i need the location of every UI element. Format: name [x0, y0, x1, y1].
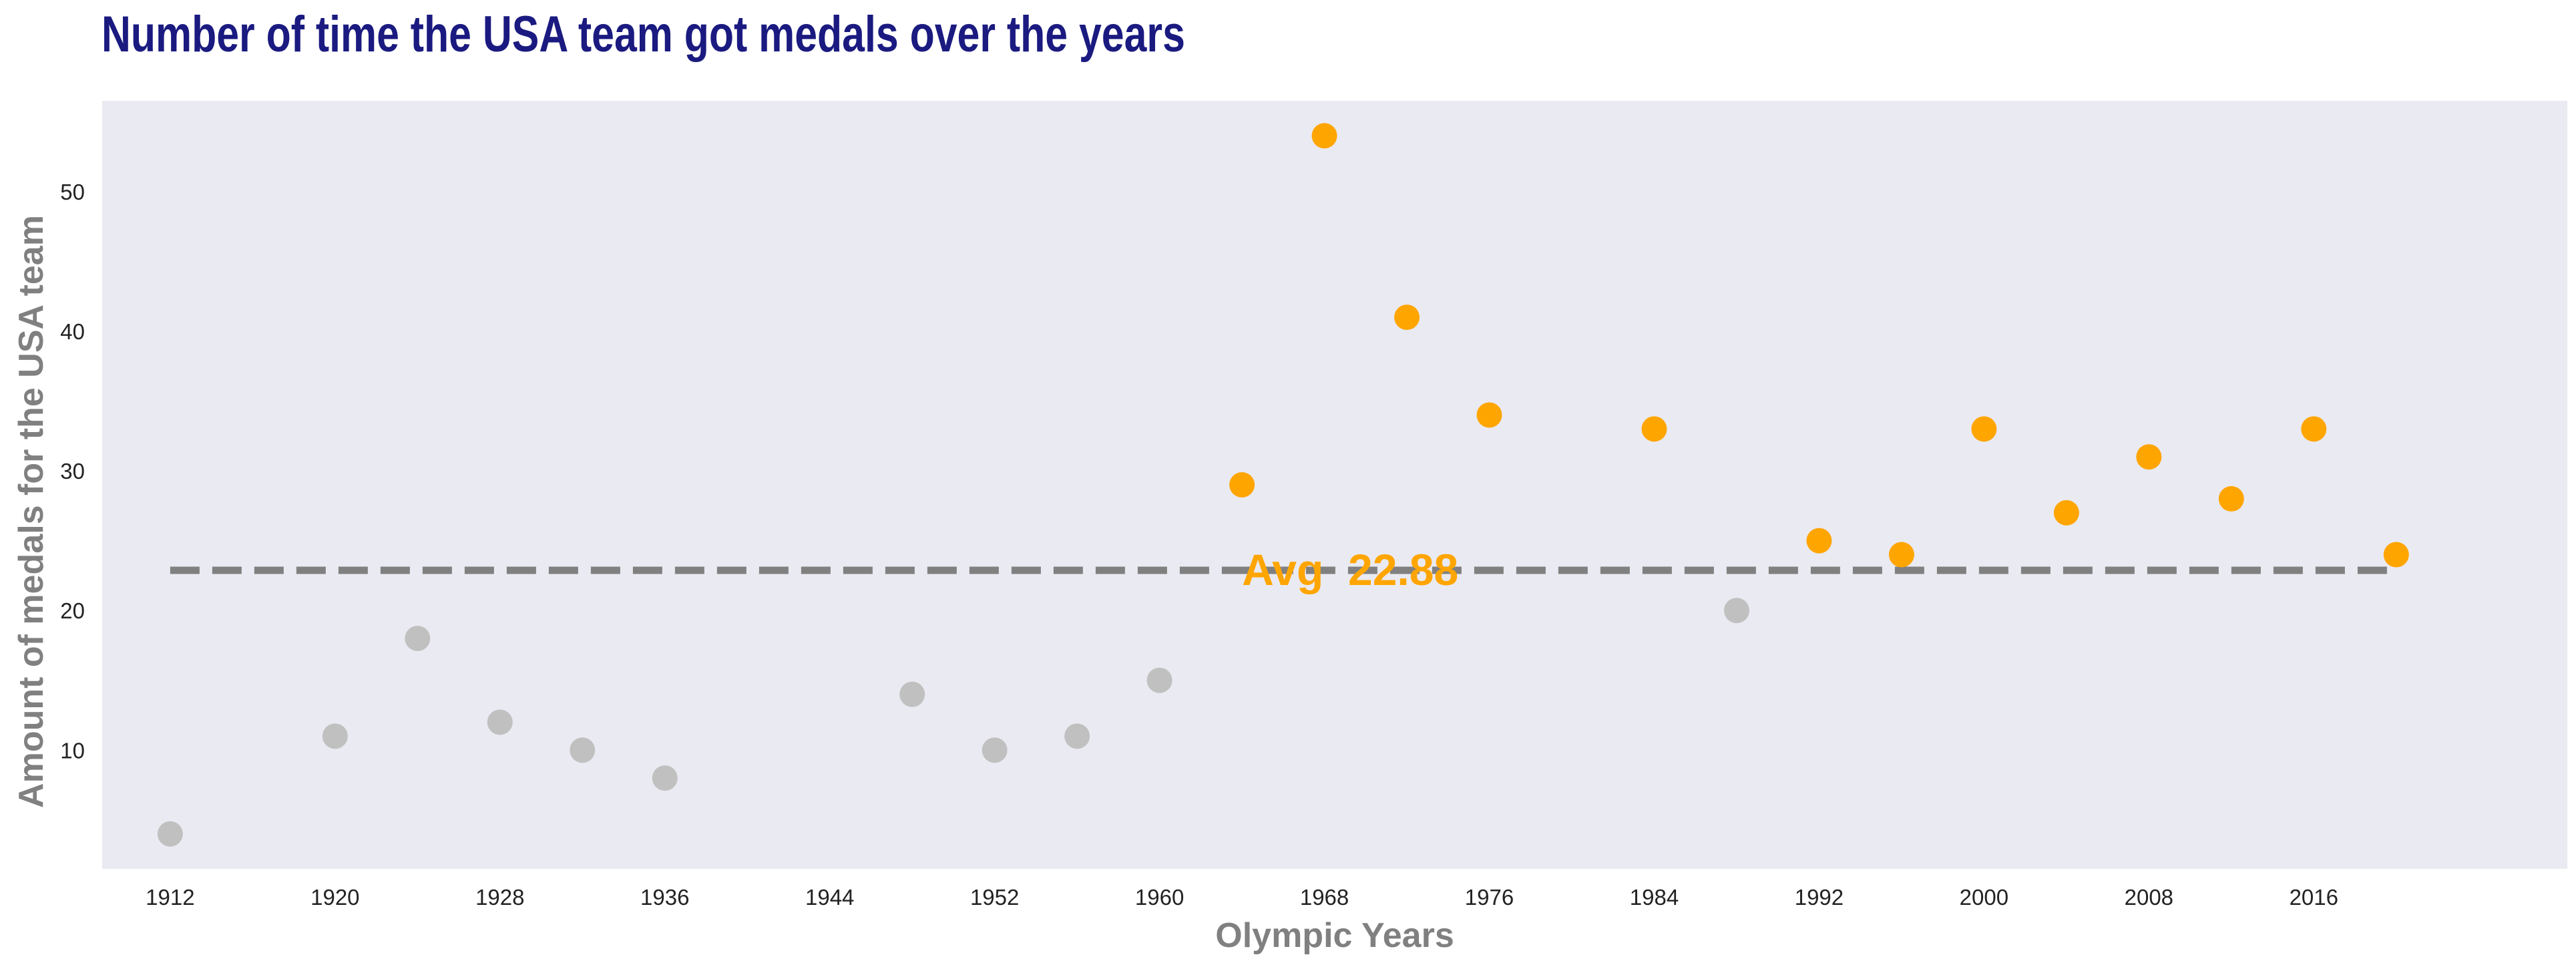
- x-tick-label: 1960: [1135, 885, 1184, 910]
- x-tick-label: 2008: [2125, 885, 2173, 910]
- data-point-below-average: [405, 626, 431, 651]
- data-point-above-average: [2383, 542, 2409, 568]
- data-point-above-average: [1641, 416, 1667, 442]
- data-point-above-average: [2053, 500, 2079, 526]
- data-point-above-average: [1806, 528, 1832, 554]
- data-points: [157, 123, 2409, 847]
- data-point-below-average: [570, 737, 596, 763]
- x-tick-label: 2016: [2290, 885, 2338, 910]
- x-tick-label: 1920: [310, 885, 359, 910]
- data-point-below-average: [652, 765, 678, 791]
- data-point-above-average: [1394, 305, 1420, 331]
- x-tick-label: 1912: [146, 885, 194, 910]
- data-point-above-average: [1971, 416, 1997, 442]
- data-point-below-average: [322, 723, 348, 749]
- y-tick-label: 30: [60, 459, 85, 483]
- data-point-above-average: [2136, 444, 2162, 470]
- data-point-below-average: [899, 681, 925, 707]
- x-axis-label: Olympic Years: [1215, 916, 1454, 955]
- data-point-below-average: [157, 821, 183, 847]
- data-point-below-average: [982, 737, 1008, 763]
- y-tick-label: 50: [60, 180, 85, 204]
- x-axis-ticks: 1912 1920 1928 1936 1944 1952 1960 1968 1976 1984…: [146, 885, 2338, 910]
- data-point-above-average: [1229, 472, 1255, 498]
- x-tick-label: 1968: [1300, 885, 1349, 910]
- data-point-below-average: [487, 709, 513, 735]
- y-axis-label: Amount of medals for the USA team: [12, 215, 51, 808]
- plot-area: [102, 101, 2567, 869]
- average-label: Avg 22.88: [1242, 545, 1458, 594]
- y-tick-label: 40: [60, 319, 85, 344]
- data-point-above-average: [2301, 416, 2327, 442]
- data-point-above-average: [1476, 402, 1502, 428]
- data-point-above-average: [2218, 486, 2244, 512]
- average-line-group: Avg 22.88: [170, 545, 2396, 594]
- data-point-above-average: [1888, 542, 1914, 568]
- x-tick-label: 2000: [1960, 885, 2008, 910]
- y-tick-label: 20: [60, 598, 85, 623]
- data-point-below-average: [1146, 667, 1172, 693]
- x-tick-label: 1936: [640, 885, 689, 910]
- x-tick-label: 1944: [805, 885, 854, 910]
- y-axis-ticks: 10 20 30 40 50: [60, 180, 85, 763]
- chart-title: Number of time the USA team got medals o…: [101, 6, 1185, 63]
- x-tick-label: 1984: [1630, 885, 1679, 910]
- y-tick-label: 10: [60, 738, 85, 763]
- data-point-below-average: [1064, 723, 1090, 749]
- x-tick-label: 1928: [475, 885, 524, 910]
- data-point-below-average: [1723, 598, 1749, 624]
- data-point-above-average: [1311, 123, 1337, 149]
- x-tick-label: 1992: [1795, 885, 1844, 910]
- x-tick-label: 1976: [1465, 885, 1514, 910]
- x-tick-label: 1952: [970, 885, 1019, 910]
